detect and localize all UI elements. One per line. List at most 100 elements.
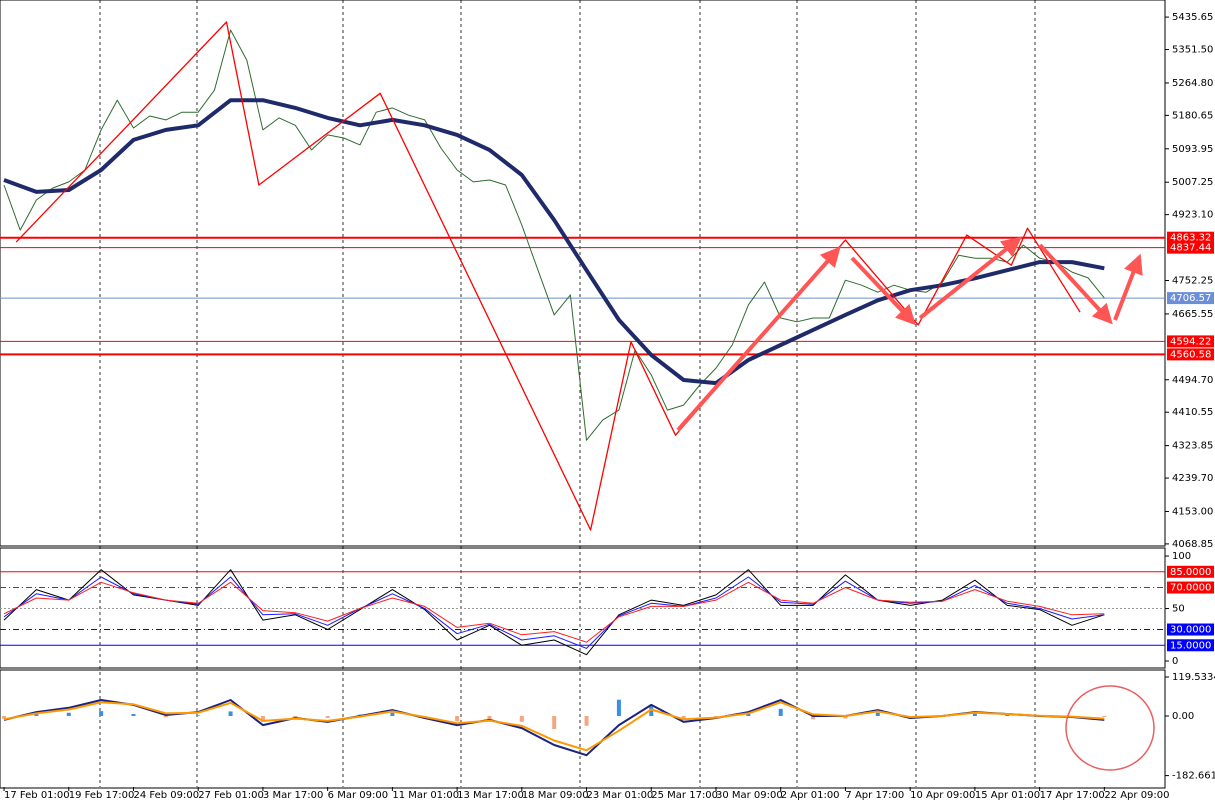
- x-tick-label: 6 Mar 09:00: [328, 790, 388, 801]
- histogram-bar: [260, 715, 265, 722]
- trend-arrow: [918, 236, 1022, 320]
- y-tick-label: 100: [1172, 551, 1191, 562]
- x-tick-label: 30 Mar 09:00: [716, 790, 783, 801]
- level-label: 4706.57: [1170, 293, 1211, 304]
- histogram-bar: [455, 715, 460, 722]
- level-label: 70.0000: [1170, 583, 1211, 594]
- x-tick-label: 17 Apr 17:00: [1040, 790, 1105, 801]
- histogram-bar: [99, 711, 104, 716]
- macd-panel-frame: [0, 669, 1166, 789]
- y-tick-label: 4410.55: [1172, 407, 1213, 418]
- level-label: 15.0000: [1170, 640, 1211, 651]
- y-tick-label: 4494.70: [1172, 375, 1213, 386]
- highlight-circle: [1065, 685, 1155, 771]
- level-label-box: [1167, 292, 1214, 305]
- trend-arrow: [676, 246, 841, 432]
- y-tick-label: 5093.95: [1172, 144, 1213, 155]
- histogram-bar: [616, 699, 621, 716]
- histogram-bar: [584, 715, 589, 726]
- level-label: 4560.58: [1170, 349, 1211, 360]
- y-tick-label: 4923.10: [1172, 210, 1213, 221]
- histogram-bar: [649, 706, 654, 716]
- y-tick-label: 4239.70: [1172, 473, 1213, 484]
- histogram-bar: [552, 715, 557, 730]
- series-line: [3, 29, 1105, 441]
- trend-arrow: [1038, 243, 1113, 325]
- x-tick-label: 13 Mar 17:00: [457, 790, 524, 801]
- x-tick-label: 23 Mar 01:00: [587, 790, 654, 801]
- trend-arrow: [1113, 253, 1143, 321]
- y-tick-label: 4323.85: [1172, 441, 1213, 452]
- series-line: [3, 569, 1105, 656]
- x-tick-label: 19 Feb 17:00: [69, 790, 135, 801]
- histogram-bar: [746, 713, 751, 716]
- level-label-box: [1167, 565, 1214, 578]
- y-tick-label: 5180.65: [1172, 110, 1213, 121]
- series-line: [3, 701, 1105, 752]
- histogram-bar: [875, 712, 880, 716]
- histogram-bar: [196, 715, 201, 716]
- x-tick-label: 3 Mar 17:00: [263, 790, 323, 801]
- x-tick-label: 15 Apr 01:00: [975, 790, 1040, 801]
- histogram-bar: [66, 712, 71, 716]
- series-line: [3, 581, 1105, 643]
- y-tick-label: 5351.50: [1172, 45, 1213, 56]
- x-tick-label: 11 Mar 01:00: [392, 790, 459, 801]
- x-tick-label: 24 Feb 09:00: [133, 790, 199, 801]
- oscillator-panel-frame: [0, 547, 1166, 669]
- series-line: [3, 576, 1105, 649]
- y-tick-label: 4752.25: [1172, 275, 1213, 286]
- x-tick-label: 25 Mar 17:00: [651, 790, 718, 801]
- histogram-bar: [228, 711, 233, 716]
- trend-arrow: [850, 256, 916, 326]
- level-label-box: [1167, 639, 1214, 652]
- y-tick-label: 4068.85: [1172, 539, 1213, 550]
- level-label: 4837.44: [1170, 243, 1211, 254]
- y-tick-label: 119.5334: [1172, 672, 1215, 683]
- y-tick-label: -182.6615: [1172, 771, 1215, 782]
- histogram-bar: [131, 714, 136, 716]
- histogram-bar: [325, 715, 330, 718]
- y-tick-label: 4153.00: [1172, 506, 1213, 517]
- x-tick-label: 27 Feb 01:00: [198, 790, 264, 801]
- histogram-bar: [163, 715, 168, 718]
- level-label: 4594.22: [1170, 336, 1211, 347]
- series-line: [15, 21, 1081, 531]
- level-label-box: [1167, 348, 1214, 361]
- level-label: 30.0000: [1170, 625, 1211, 636]
- level-label-box: [1167, 241, 1214, 254]
- histogram-bar: [843, 715, 848, 719]
- level-label-box: [1167, 231, 1214, 244]
- x-tick-label: 10 Apr 09:00: [910, 790, 975, 801]
- level-label-box: [1167, 581, 1214, 594]
- histogram-bar: [681, 715, 686, 720]
- histogram-bar: [2, 715, 7, 719]
- level-label: 4863.32: [1170, 233, 1211, 244]
- y-tick-label: 4665.55: [1172, 309, 1213, 320]
- level-label-box: [1167, 335, 1214, 348]
- level-label-box: [1167, 623, 1214, 636]
- price-panel-frame: [0, 0, 1166, 547]
- histogram-bar: [34, 714, 39, 716]
- y-tick-label: 5435.65: [1172, 12, 1213, 23]
- y-tick-label: 0.00: [1172, 711, 1194, 722]
- x-tick-label: 2 Apr 01:00: [781, 790, 840, 801]
- histogram-bar: [1005, 714, 1010, 716]
- x-tick-label: 17 Feb 01:00: [4, 790, 70, 801]
- x-tick-label: 22 Apr 09:00: [1104, 790, 1169, 801]
- y-tick-label: 0: [1172, 656, 1178, 667]
- histogram-bar: [972, 713, 977, 716]
- x-tick-label: 18 Mar 09:00: [522, 790, 589, 801]
- y-tick-label: 5264.80: [1172, 78, 1213, 89]
- histogram-bar: [811, 715, 816, 720]
- histogram-bar: [519, 715, 524, 722]
- histogram-bar: [487, 715, 492, 720]
- y-tick-label: 5007.25: [1172, 177, 1213, 188]
- x-tick-label: 7 Apr 17:00: [845, 790, 904, 801]
- histogram-bar: [1102, 715, 1107, 717]
- level-label: 85.0000: [1170, 567, 1211, 578]
- histogram-bar: [778, 708, 783, 716]
